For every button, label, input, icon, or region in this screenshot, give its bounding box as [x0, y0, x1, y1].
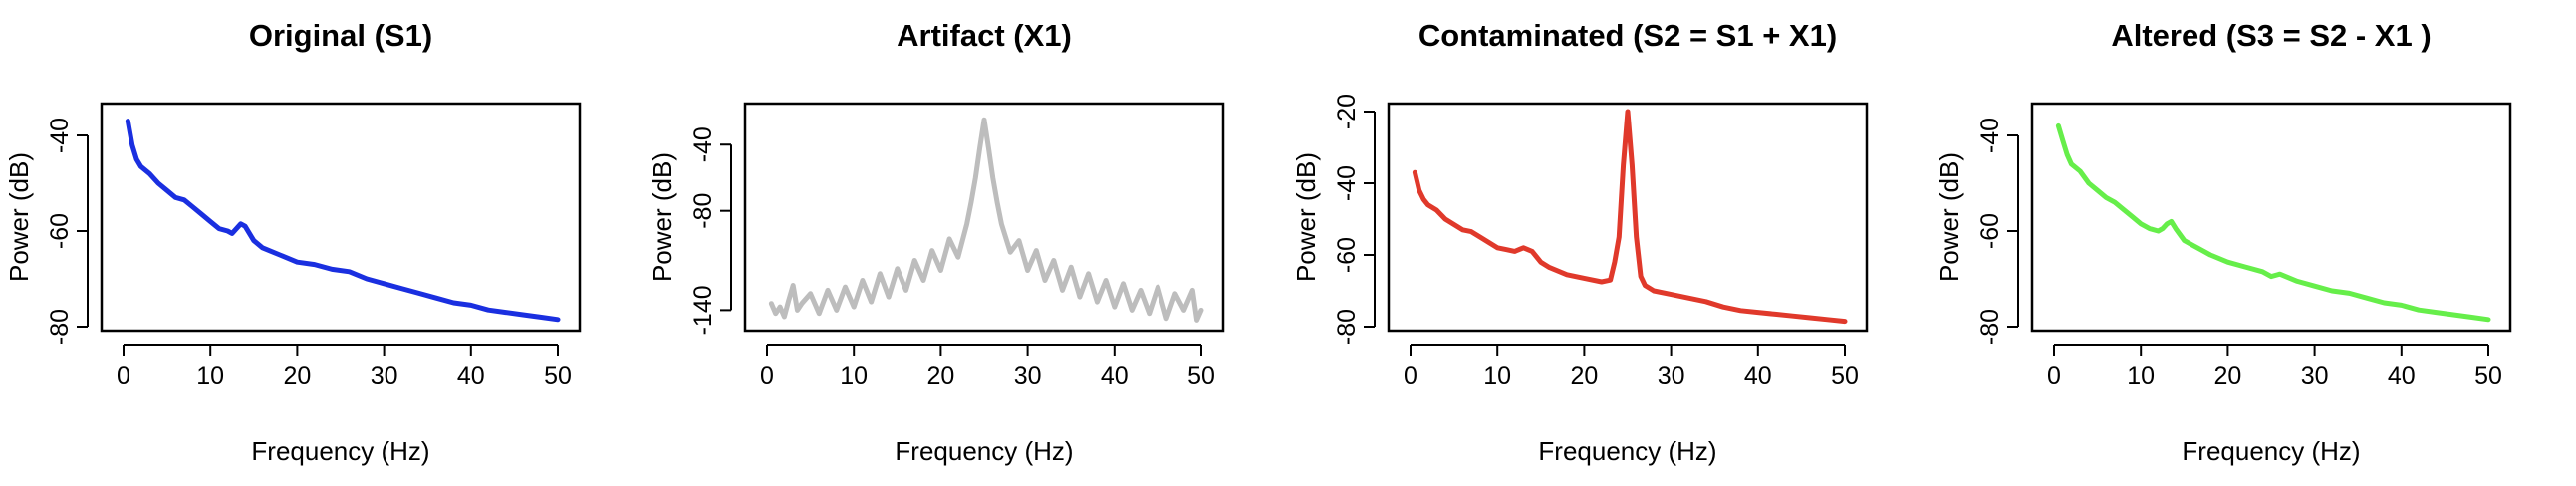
y-axis-label: Power (dB): [4, 152, 34, 282]
x-tick-label: 0: [760, 363, 774, 390]
chart-panel-2: Artifact (X1) 0 10 20 30 40 50 Frequency (Hz) -1…: [647, 18, 1225, 466]
plot-frame: [100, 102, 582, 333]
x-tick-label: 10: [1483, 363, 1511, 390]
y-axis-label: Power (dB): [647, 152, 677, 282]
x-tick-label: 30: [2301, 363, 2329, 390]
y-tick-label: -20: [1333, 94, 1361, 129]
x-tick-label: 40: [1101, 363, 1129, 390]
plot-frame: [1387, 102, 1869, 333]
x-tick-label: 0: [1404, 363, 1417, 390]
x-tick-label: 40: [457, 363, 485, 390]
x-tick-label: 10: [2127, 363, 2155, 390]
series-line-s3: [2055, 122, 2491, 323]
x-tick-label: 30: [371, 363, 398, 390]
y-tick-label: -60: [1333, 237, 1361, 273]
x-tick-label: 10: [196, 363, 224, 390]
x-tick-label: 30: [1014, 363, 1042, 390]
y-tick-label: -40: [1976, 118, 2004, 153]
chart-title: Altered (S3 = S2 - X1 ): [2111, 18, 2431, 53]
x-axis-label: Frequency (Hz): [1538, 436, 1716, 466]
x-tick-label: 20: [2213, 363, 2241, 390]
series-line-s1: [125, 119, 561, 323]
chart-title: Contaminated (S2 = S1 + X1): [1418, 18, 1837, 53]
y-tick-label: -80: [1333, 309, 1361, 345]
x-tick-label: 50: [1187, 363, 1215, 390]
x-tick-label: 20: [283, 363, 311, 390]
plot-frame: [2030, 102, 2512, 333]
y-tick-label: -80: [46, 309, 74, 345]
y-axis-label: Power (dB): [1934, 152, 1964, 282]
x-tick-label: 40: [1744, 363, 1772, 390]
chart-title: Original (S1): [249, 18, 432, 53]
y-tick-label: -40: [689, 126, 717, 162]
y-tick-label: -40: [46, 118, 74, 153]
y-tick-label: -40: [1333, 165, 1361, 201]
y-tick-label: -80: [1976, 309, 2004, 345]
series-line-x1: [768, 117, 1204, 323]
x-tick-label: 50: [2474, 363, 2502, 390]
plot-frame: [743, 102, 1225, 333]
x-axis-label: Frequency (Hz): [251, 436, 429, 466]
x-tick-label: 0: [2047, 363, 2061, 390]
x-axis-label: Frequency (Hz): [895, 436, 1073, 466]
chart-panel-1: Original (S1) 0 10 20 30 40 50 Frequency (Hz) -8…: [4, 18, 582, 466]
chart-panel-3: Contaminated (S2 = S1 + X1) 0 10 20 30 40 50 Fr…: [1291, 18, 1869, 466]
x-axis-label: Frequency (Hz): [2182, 436, 2360, 466]
x-tick-label: 20: [1570, 363, 1598, 390]
chart-title: Artifact (X1): [897, 18, 1072, 53]
x-tick-label: 30: [1658, 363, 1685, 390]
y-tick-label: -60: [1976, 213, 2004, 249]
x-tick-label: 40: [2388, 363, 2416, 390]
chart-panel-4: Altered (S3 = S2 - X1 ) 0 10 20 30 40 50 Freque…: [1934, 18, 2512, 466]
series-line-s2: [1412, 109, 1848, 325]
y-tick-label: -80: [689, 193, 717, 229]
x-tick-label: 50: [544, 363, 572, 390]
y-tick-label: -140: [689, 285, 717, 335]
x-tick-label: 50: [1831, 363, 1859, 390]
y-tick-label: -60: [46, 213, 74, 249]
x-tick-label: 10: [840, 363, 868, 390]
y-axis-label: Power (dB): [1291, 152, 1321, 282]
x-tick-label: 0: [117, 363, 130, 390]
x-tick-label: 20: [926, 363, 954, 390]
